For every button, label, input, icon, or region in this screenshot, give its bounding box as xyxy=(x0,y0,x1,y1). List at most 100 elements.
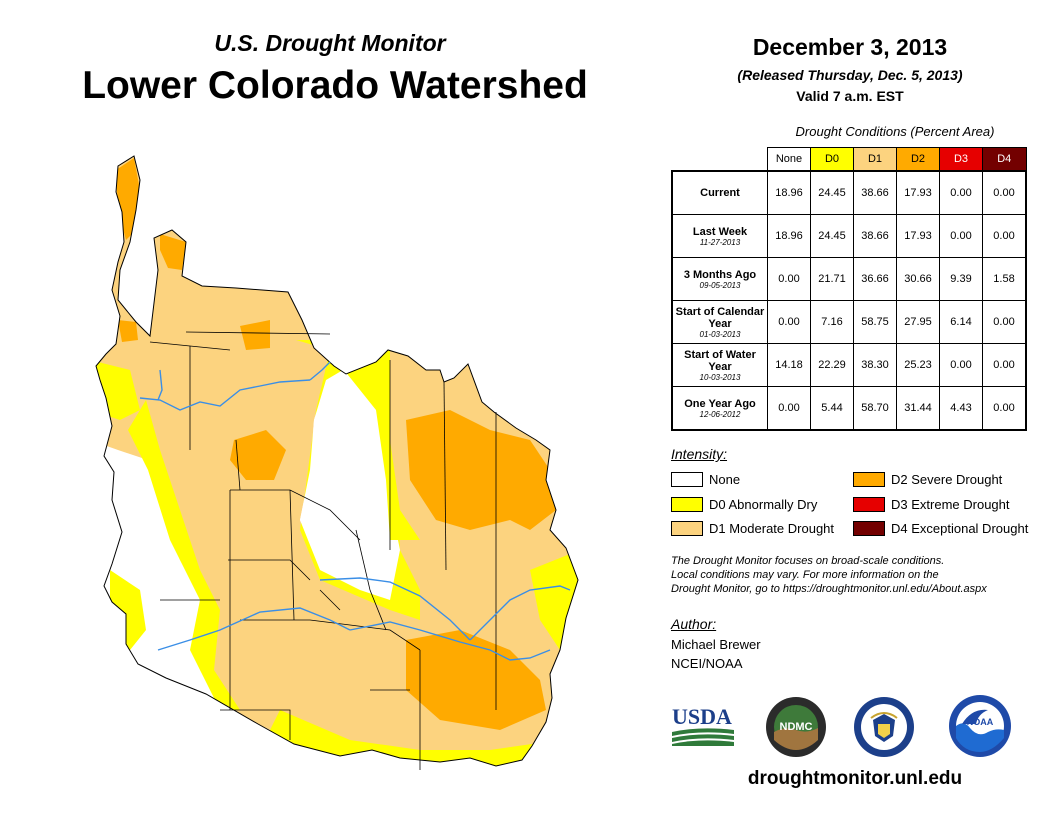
table-cell: 7.16 xyxy=(810,300,854,344)
column-header: D3 xyxy=(939,147,983,172)
row-label: Current xyxy=(671,170,768,215)
legend-label: None xyxy=(709,471,741,487)
row-label-date: 11-27-2013 xyxy=(699,237,741,247)
table-cell: 0.00 xyxy=(939,170,983,215)
table-cell: 22.29 xyxy=(810,343,854,387)
table-caption: Drought Conditions (Percent Area) xyxy=(795,124,995,139)
column-header: D4 xyxy=(982,147,1027,172)
legend-swatch xyxy=(853,471,885,487)
author-org: NCEI/NOAA xyxy=(671,656,743,671)
table-cell: 1.58 xyxy=(982,257,1027,301)
table-cell: 0.00 xyxy=(982,214,1027,258)
table-row: Last Week 11-27-2013 18.96 24.45 38.66 17.93 0… xyxy=(671,214,1027,258)
table-row: Start of Water Year 10-03-2013 14.18 22.29 3… xyxy=(671,343,1027,387)
footer-url[interactable]: droughtmonitor.unl.edu xyxy=(747,768,963,789)
table-row: One Year Ago 12-06-2012 0.00 5.44 58.70 31.44… xyxy=(671,386,1027,431)
column-header: None xyxy=(767,147,811,172)
legend-item-d2: D2 Severe Drought xyxy=(853,470,1002,488)
table-cell: 18.96 xyxy=(767,170,811,215)
table-cell: 0.00 xyxy=(767,257,811,301)
legend-label: D3 Extreme Drought xyxy=(891,496,1010,512)
table-cell: 0.00 xyxy=(982,300,1027,344)
legend-item-d1: D1 Moderate Drought xyxy=(671,519,834,537)
row-label-date: 09-05-2013 xyxy=(699,280,741,290)
table-cell: 30.66 xyxy=(896,257,940,301)
note-line: Drought Monitor, go to https://droughtmo… xyxy=(671,583,987,595)
drought-map xyxy=(95,155,579,770)
release-date: (Released Thursday, Dec. 5, 2013) xyxy=(737,67,963,83)
table-cell: 24.45 xyxy=(810,214,854,258)
column-header: D0 xyxy=(810,147,854,172)
usda-logo: USDA xyxy=(672,704,734,746)
row-label-name: Current xyxy=(700,187,740,199)
table-row: Current 18.96 24.45 38.66 17.93 0.00 0.00 xyxy=(671,170,1027,215)
row-label-name: One Year Ago xyxy=(684,397,756,410)
row-label-name: Start of Water Year xyxy=(684,348,756,373)
table-cell: 0.00 xyxy=(982,386,1027,431)
row-label: Start of Calendar Year 01-03-2013 xyxy=(671,300,768,344)
table-cell: 27.95 xyxy=(896,300,940,344)
legend-label: D1 Moderate Drought xyxy=(709,520,835,536)
legend-item-d3: D3 Extreme Drought xyxy=(853,495,1010,513)
note-line: Local conditions may vary. For more info… xyxy=(671,569,939,581)
note-line: The Drought Monitor focuses on broad-sca… xyxy=(671,555,945,567)
table-cell: 9.39 xyxy=(939,257,983,301)
map-title: Lower Colorado Watershed xyxy=(82,64,588,107)
table-cell: 58.70 xyxy=(853,386,897,431)
column-header: D1 xyxy=(853,147,897,172)
row-label-date: 12-06-2012 xyxy=(699,409,741,419)
legend-label: D2 Severe Drought xyxy=(891,471,1003,487)
table-corner xyxy=(672,148,768,172)
noaa-logo: NOAA xyxy=(949,695,1011,757)
legend-swatch xyxy=(671,520,703,536)
table-cell: 58.75 xyxy=(853,300,897,344)
legend-swatch xyxy=(671,471,703,487)
row-label-date: 01-03-2013 xyxy=(699,329,741,339)
table-cell: 38.66 xyxy=(853,214,897,258)
table-cell: 24.45 xyxy=(810,170,854,215)
commerce-seal-logo xyxy=(854,697,914,757)
row-label-name: Last Week xyxy=(692,225,748,238)
table-cell: 14.18 xyxy=(767,343,811,387)
legend-swatch xyxy=(853,520,885,536)
table-header-row: None D0 D1 D2 D3 D4 xyxy=(672,147,1027,172)
table-cell: 6.14 xyxy=(939,300,983,344)
legend-swatch xyxy=(671,496,703,512)
row-label: One Year Ago 12-06-2012 xyxy=(671,386,768,431)
table-cell: 21.71 xyxy=(810,257,854,301)
ndmc-logo-text: NDMC xyxy=(780,721,813,733)
table-cell: 38.30 xyxy=(853,343,897,387)
valid-time: Valid 7 a.m. EST xyxy=(796,88,904,104)
table-cell: 18.96 xyxy=(767,214,811,258)
usda-logo-text: USDA xyxy=(672,704,732,729)
legend-item-d0: D0 Abnormally Dry xyxy=(671,495,817,513)
table-cell: 36.66 xyxy=(853,257,897,301)
table-cell: 0.00 xyxy=(767,386,811,431)
map-subtitle: U.S. Drought Monitor xyxy=(214,30,446,56)
table-cell: 0.00 xyxy=(982,343,1027,387)
table-cell: 0.00 xyxy=(982,170,1027,215)
table-cell: 17.93 xyxy=(896,170,940,215)
ndmc-logo: NDMC xyxy=(766,697,826,757)
column-header: D2 xyxy=(896,147,940,172)
table-cell: 4.43 xyxy=(939,386,983,431)
author-title: Author: xyxy=(671,616,717,632)
table-cell: 31.44 xyxy=(896,386,940,431)
row-label-date: 10-03-2013 xyxy=(699,372,741,382)
legend-swatch xyxy=(853,496,885,512)
drought-conditions-table: None D0 D1 D2 D3 D4 Current 18.96 24.45 38.… xyxy=(671,147,1027,431)
table-cell: 38.66 xyxy=(853,170,897,215)
noaa-logo-text: NOAA xyxy=(967,717,994,727)
row-label: Last Week 11-27-2013 xyxy=(671,214,768,258)
row-label-name: 3 Months Ago xyxy=(683,268,757,281)
legend-label: D0 Abnormally Dry xyxy=(709,496,818,512)
table-cell: 25.23 xyxy=(896,343,940,387)
author-name: Michael Brewer xyxy=(671,637,761,652)
legend-label: D4 Exceptional Drought xyxy=(891,520,1029,536)
legend-item-none: None xyxy=(671,470,740,488)
table-row: Start of Calendar Year 01-03-2013 0.00 7.16… xyxy=(671,300,1027,344)
table-row: 3 Months Ago 09-05-2013 0.00 21.71 36.66 30.6… xyxy=(671,257,1027,301)
legend-title: Intensity: xyxy=(671,446,728,462)
drought-monitor-note: The Drought Monitor focuses on broad-sca… xyxy=(671,554,1031,596)
row-label: 3 Months Ago 09-05-2013 xyxy=(671,257,768,301)
